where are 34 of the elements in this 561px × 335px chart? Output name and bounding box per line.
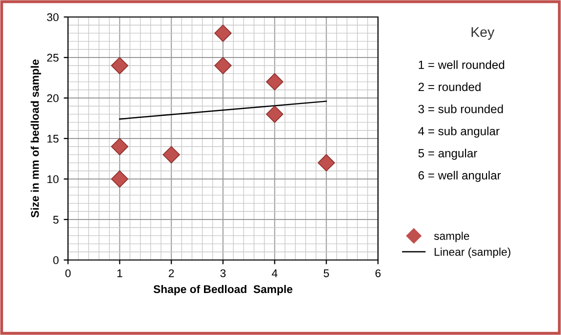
x-tick-label: 5 <box>324 269 329 278</box>
y-axis-title: Size in mm of bedload sample <box>30 60 42 218</box>
y-tick-label: 15 <box>47 134 59 143</box>
legend-label: sample <box>434 232 470 242</box>
y-tick-label: 10 <box>47 175 59 184</box>
x-tick-label: 0 <box>65 269 71 278</box>
x-tick-label: 3 <box>220 269 226 278</box>
text: 6 = well angular <box>418 170 501 182</box>
y-tick-label: 25 <box>47 54 59 62</box>
x-tick-label: 2 <box>168 269 174 278</box>
point <box>214 56 232 74</box>
text: 4 = sub angular <box>418 126 500 138</box>
y-tick-label: 0 <box>53 256 59 264</box>
x-axis-title: Shape of Bedload Sample <box>154 284 292 296</box>
text: 3 = sub rounded <box>418 104 503 114</box>
x-tick-label: 1 <box>117 269 122 278</box>
text: 1 = well rounded <box>418 60 504 69</box>
x-tick-label: 4 <box>272 269 278 278</box>
point <box>214 24 232 42</box>
y-tick-label: 30 <box>47 13 59 22</box>
point <box>266 106 284 123</box>
y-tick-label: 5 <box>53 216 59 224</box>
point <box>111 56 128 74</box>
y-tick-label: 20 <box>47 94 59 102</box>
text: Key <box>472 27 494 40</box>
point <box>111 138 128 156</box>
text: 5 = angular <box>418 148 478 160</box>
point <box>318 154 335 172</box>
text: 2 = rounded <box>418 82 481 92</box>
point <box>162 146 180 164</box>
legend-label: Linear (sample) <box>434 248 510 258</box>
point <box>111 170 128 188</box>
x-tick-label: 6 <box>375 269 381 278</box>
point <box>266 73 284 90</box>
